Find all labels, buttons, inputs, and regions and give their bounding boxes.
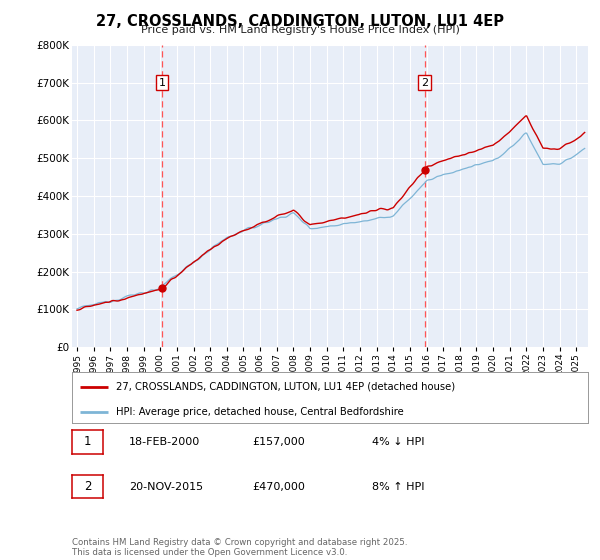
Text: 8% ↑ HPI: 8% ↑ HPI: [372, 482, 425, 492]
Point: [157, 283, 167, 292]
Text: HPI: Average price, detached house, Central Bedfordshire: HPI: Average price, detached house, Cent…: [116, 407, 404, 417]
Text: 20-NOV-2015: 20-NOV-2015: [129, 482, 203, 492]
Text: 27, CROSSLANDS, CADDINGTON, LUTON, LU1 4EP: 27, CROSSLANDS, CADDINGTON, LUTON, LU1 4…: [96, 14, 504, 29]
Text: 2: 2: [421, 78, 428, 87]
Text: £470,000: £470,000: [252, 482, 305, 492]
Text: 1: 1: [159, 78, 166, 87]
Text: 18-FEB-2000: 18-FEB-2000: [129, 437, 200, 447]
Text: Contains HM Land Registry data © Crown copyright and database right 2025.
This d: Contains HM Land Registry data © Crown c…: [72, 538, 407, 557]
Text: 2: 2: [84, 480, 91, 493]
Text: 4% ↓ HPI: 4% ↓ HPI: [372, 437, 425, 447]
Text: Price paid vs. HM Land Registry's House Price Index (HPI): Price paid vs. HM Land Registry's House …: [140, 25, 460, 35]
Point: [420, 165, 430, 174]
Text: £157,000: £157,000: [252, 437, 305, 447]
Text: 27, CROSSLANDS, CADDINGTON, LUTON, LU1 4EP (detached house): 27, CROSSLANDS, CADDINGTON, LUTON, LU1 4…: [116, 381, 455, 391]
Text: 1: 1: [84, 435, 91, 449]
